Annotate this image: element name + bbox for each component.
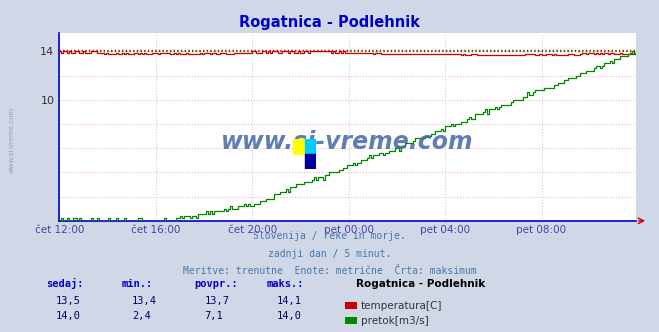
- Text: min.:: min.:: [122, 279, 153, 289]
- Text: zadnji dan / 5 minut.: zadnji dan / 5 minut.: [268, 249, 391, 259]
- Text: sedaj:: sedaj:: [46, 278, 84, 289]
- Text: Slovenija / reke in morje.: Slovenija / reke in morje.: [253, 231, 406, 241]
- Text: temperatura[C]: temperatura[C]: [361, 301, 443, 311]
- Text: 7,1: 7,1: [204, 311, 223, 321]
- Text: maks.:: maks.:: [267, 279, 304, 289]
- Text: Rogatnica - Podlehnik: Rogatnica - Podlehnik: [356, 279, 485, 289]
- Text: pretok[m3/s]: pretok[m3/s]: [361, 316, 429, 326]
- Text: 14,0: 14,0: [56, 311, 81, 321]
- Text: 14,0: 14,0: [277, 311, 302, 321]
- Text: 2,4: 2,4: [132, 311, 150, 321]
- Text: Meritve: trenutne  Enote: metrične  Črta: maksimum: Meritve: trenutne Enote: metrične Črta: …: [183, 266, 476, 276]
- Text: 14,1: 14,1: [277, 296, 302, 306]
- Text: povpr.:: povpr.:: [194, 279, 238, 289]
- Text: www.si-vreme.com: www.si-vreme.com: [221, 130, 474, 154]
- Text: 13,7: 13,7: [204, 296, 229, 306]
- Text: Rogatnica - Podlehnik: Rogatnica - Podlehnik: [239, 15, 420, 30]
- Text: www.si-vreme.com: www.si-vreme.com: [9, 106, 15, 173]
- Text: 13,4: 13,4: [132, 296, 157, 306]
- Bar: [304, 139, 316, 154]
- Text: 13,5: 13,5: [56, 296, 81, 306]
- Bar: [304, 154, 316, 169]
- Bar: [293, 139, 304, 154]
